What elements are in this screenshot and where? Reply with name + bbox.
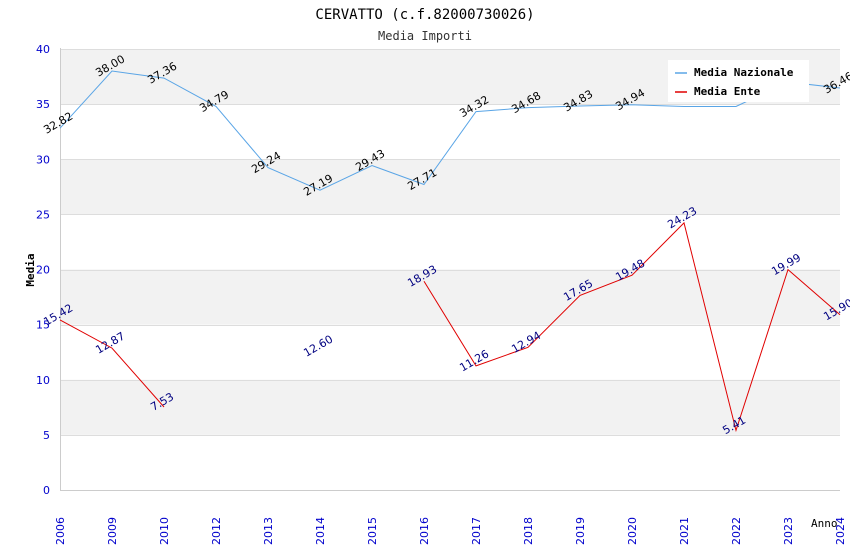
- y-tick-label: 5: [43, 429, 50, 442]
- y-tick-label: 30: [36, 153, 50, 166]
- x-axis-ticks: 2006 2009 2010 2012 2013 2014 2015 2016 2017 2018…: [54, 517, 847, 545]
- x-tick-label: 2010: [158, 517, 171, 545]
- x-tick-label: 2006: [54, 517, 67, 545]
- y-tick-label: 35: [36, 98, 50, 111]
- series-lines: [59, 70, 841, 433]
- data-label: 32.82: [41, 110, 75, 137]
- band-15-20: [60, 269, 840, 325]
- y-tick-label: 20: [36, 264, 50, 277]
- x-tick-label: 2016: [418, 517, 431, 545]
- y-tick-label: 40: [36, 43, 50, 56]
- x-tick-label: 2024: [834, 517, 847, 545]
- x-tick-label: 2012: [210, 517, 223, 545]
- legend-box: [668, 60, 809, 102]
- y-tick-label: 0: [43, 484, 50, 497]
- x-tick-label: 2017: [470, 517, 483, 545]
- x-axis-label: Anno: [811, 517, 838, 530]
- band-25-30: [60, 159, 840, 215]
- x-tick-label: 2022: [730, 517, 743, 545]
- band-5-10: [60, 379, 840, 435]
- legend: Media Nazionale Media Ente: [668, 60, 809, 102]
- data-label: 11.26: [457, 347, 491, 374]
- x-tick-label: 2021: [678, 517, 691, 545]
- x-tick-label: 2013: [262, 517, 275, 545]
- legend-label-media-nazionale: Media Nazionale: [694, 66, 794, 79]
- series-line-media-nazionale: [59, 70, 841, 191]
- data-label: 12.94: [509, 329, 543, 356]
- y-axis-label: Media: [24, 253, 37, 286]
- series-line-media-ente: [423, 221, 841, 433]
- legend-label-media-ente: Media Ente: [694, 85, 761, 98]
- data-label: 12.87: [93, 330, 127, 357]
- x-tick-label: 2019: [574, 517, 587, 545]
- x-tick-label: 2014: [314, 517, 327, 545]
- y-tick-label: 10: [36, 374, 50, 387]
- x-tick-label: 2009: [106, 517, 119, 545]
- chart-subtitle: Media Importi: [378, 29, 472, 43]
- y-tick-label: 15: [36, 319, 50, 332]
- y-tick-label: 25: [36, 208, 50, 221]
- plot-background-bands: [60, 49, 840, 435]
- y-axis-ticks: 0 5 10 15 20 25 30 35 40: [36, 43, 50, 497]
- series-line-media-ente: [59, 319, 165, 408]
- x-tick-label: 2015: [366, 517, 379, 545]
- x-tick-label: 2020: [626, 517, 639, 545]
- chart-title: CERVATTO (c.f.82000730026): [315, 7, 534, 23]
- data-label: 12.60: [301, 333, 335, 360]
- x-tick-label: 2023: [782, 517, 795, 545]
- x-tick-label: 2018: [522, 517, 535, 545]
